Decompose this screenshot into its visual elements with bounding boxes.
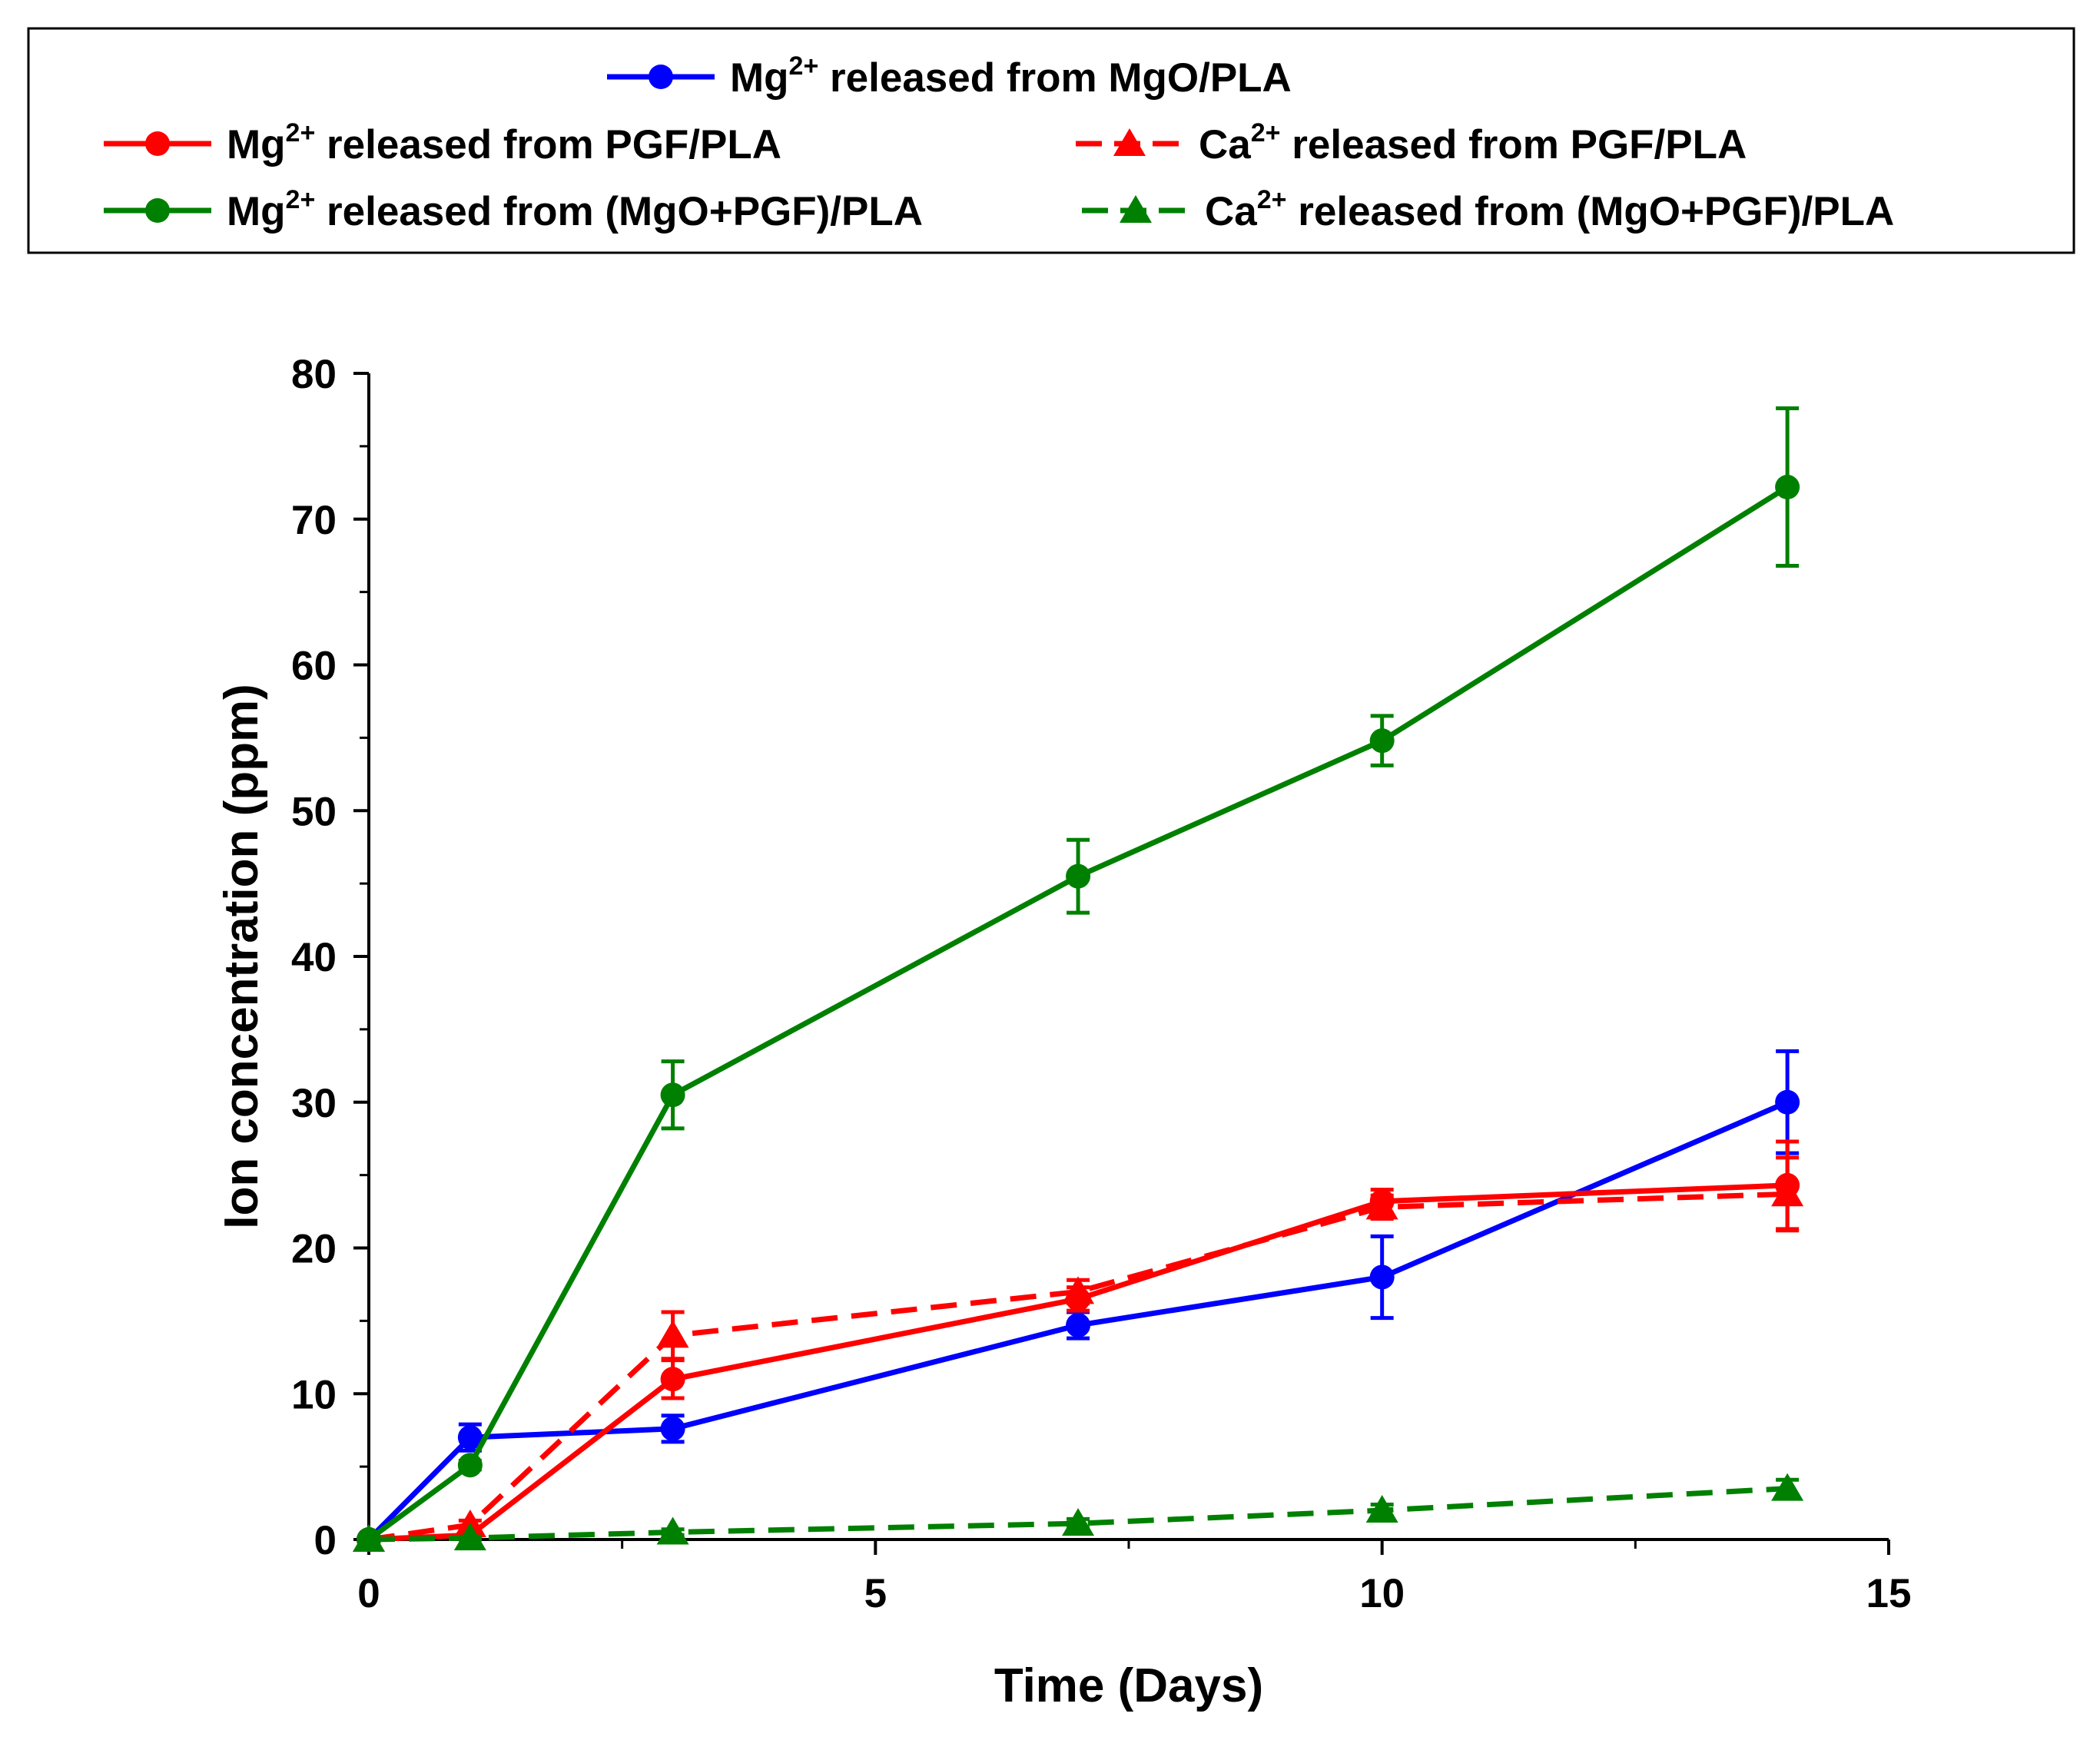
legend-items: Mg2+ released from MgO/PLA Mg2+ released … bbox=[104, 51, 1894, 234]
legend-entry: Ca2+ released from PGF/PLA bbox=[1076, 118, 1747, 167]
legend-marker bbox=[145, 131, 170, 156]
data-point bbox=[453, 1523, 486, 1551]
series-layer bbox=[353, 406, 1804, 1552]
data-point bbox=[656, 1320, 689, 1348]
legend-label: Ca2+ released from (MgO+PGF)/PLA bbox=[1205, 185, 1894, 234]
legend-marker bbox=[1113, 128, 1146, 156]
y-tick-label: 60 bbox=[291, 644, 337, 689]
series-line bbox=[367, 1099, 1789, 1542]
y-ticks: 0 10 20 30 40 50 60 70 80 bbox=[291, 352, 369, 1563]
data-point bbox=[1062, 1276, 1095, 1304]
series-line bbox=[367, 485, 1789, 1542]
x-tick-label: 15 bbox=[1866, 1571, 1912, 1616]
data-point bbox=[656, 1516, 689, 1545]
y-tick-label: 50 bbox=[291, 789, 337, 834]
x-tick-label: 5 bbox=[864, 1571, 887, 1616]
data-point bbox=[1775, 475, 1800, 500]
data-point bbox=[1369, 1264, 1395, 1290]
x-axis-title: Time (Days) bbox=[994, 1659, 1263, 1712]
data-point bbox=[1771, 1178, 1804, 1207]
data-point bbox=[457, 1453, 483, 1478]
data-point bbox=[660, 1082, 685, 1108]
x-tick-label: 10 bbox=[1359, 1571, 1405, 1616]
y-axis-title: Ion concentration (ppm) bbox=[215, 684, 268, 1229]
legend-marker bbox=[649, 65, 673, 89]
series-ca2-released-from-mgo-pgf-pla bbox=[353, 1473, 1804, 1552]
data-point bbox=[1775, 1089, 1800, 1115]
y-tick-label: 20 bbox=[291, 1227, 337, 1272]
series-line bbox=[368, 1191, 1788, 1543]
data-point bbox=[353, 1524, 385, 1552]
legend-entry: Mg2+ released from (MgO+PGF)/PLA bbox=[104, 185, 923, 234]
legend-entry: Mg2+ released from MgO/PLA bbox=[607, 51, 1292, 101]
legend-label: Mg2+ released from PGF/PLA bbox=[227, 118, 781, 167]
y-tick-label: 10 bbox=[291, 1372, 337, 1417]
data-point bbox=[1771, 1473, 1804, 1501]
data-point bbox=[1369, 728, 1395, 754]
data-point bbox=[457, 1425, 483, 1450]
legend-label: Ca2+ released from PGF/PLA bbox=[1199, 118, 1747, 167]
data-point bbox=[1365, 1495, 1398, 1523]
series-mg2-released-from-mgo-pgf-pla bbox=[357, 406, 1800, 1552]
legend-label: Mg2+ released from (MgO+PGF)/PLA bbox=[227, 185, 923, 234]
data-point bbox=[660, 1367, 685, 1392]
y-tick-label: 70 bbox=[291, 498, 337, 543]
data-point bbox=[660, 1416, 685, 1441]
series-ca2-released-from-pgf-pla bbox=[353, 1155, 1804, 1552]
data-point bbox=[1066, 1313, 1091, 1338]
legend-marker bbox=[1120, 195, 1152, 223]
x-ticks: 0 5 10 15 bbox=[357, 1539, 1911, 1616]
x-tick-label: 0 bbox=[357, 1571, 380, 1616]
series-line bbox=[368, 1486, 1788, 1543]
axes: 0 5 10 15 0 10 20 30 40 50 60 70 80 bbox=[291, 352, 1911, 1616]
data-point bbox=[1066, 863, 1091, 889]
data-point bbox=[1365, 1191, 1398, 1220]
legend-entry: Mg2+ released from PGF/PLA bbox=[104, 118, 781, 167]
y-tick-label: 30 bbox=[291, 1081, 337, 1126]
legend-marker bbox=[145, 198, 170, 223]
series-line bbox=[368, 1182, 1788, 1543]
data-point bbox=[1062, 1508, 1095, 1536]
legend-box bbox=[27, 27, 2075, 254]
series-mg2-released-from-mgo-pla bbox=[357, 1049, 1800, 1552]
y-tick-label: 0 bbox=[314, 1518, 337, 1563]
legend: Mg2+ released from MgO/PLA Mg2+ released … bbox=[27, 27, 2075, 254]
y-tick-label: 40 bbox=[291, 935, 337, 980]
legend-entry: Ca2+ released from (MgO+PGF)/PLA bbox=[1082, 185, 1894, 234]
legend-label: Mg2+ released from MgO/PLA bbox=[730, 51, 1292, 101]
y-tick-label: 80 bbox=[291, 352, 337, 397]
